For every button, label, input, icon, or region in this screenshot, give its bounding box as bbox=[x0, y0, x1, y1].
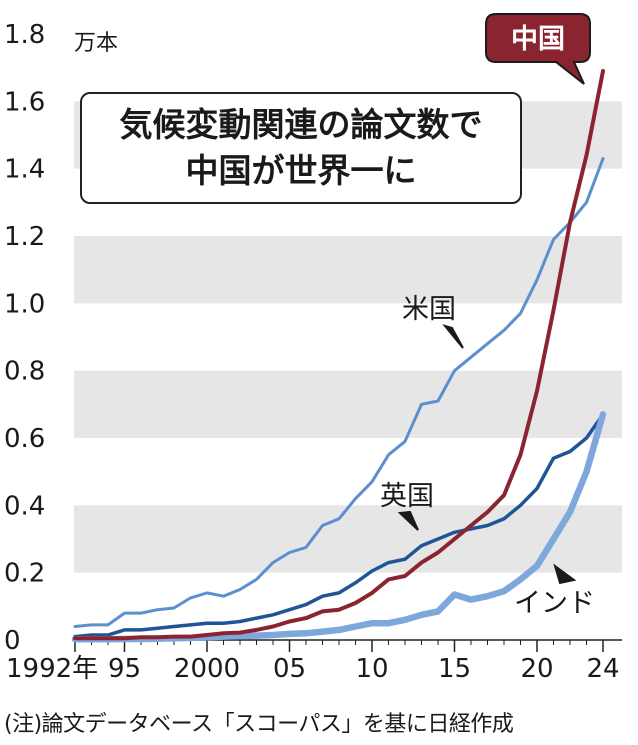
callout-bubble bbox=[485, 13, 591, 85]
y-tick-label: 0 bbox=[4, 626, 21, 656]
chart-title-box: 気候変動関連の論文数で 中国が世界一に bbox=[80, 92, 522, 204]
grid-band bbox=[74, 370, 622, 438]
x-tick-label: 1992年 bbox=[6, 654, 98, 684]
label-pointer-uk bbox=[397, 510, 419, 531]
y-tick-label: 1.4 bbox=[4, 155, 45, 185]
series-line-英国 bbox=[73, 412, 605, 639]
series-label-india: インド bbox=[514, 588, 595, 619]
series-line-中国 bbox=[73, 69, 605, 641]
x-tick-label: 2000 bbox=[174, 654, 240, 684]
x-axis: 1992年 95 2000 05 10 15 20 24 bbox=[6, 639, 622, 684]
y-axis-unit: 万本 bbox=[74, 31, 118, 56]
y-tick-label: 1.0 bbox=[4, 289, 45, 319]
x-tick-label: 05 bbox=[273, 654, 306, 684]
y-axis-ticks: 0 0.2 0.4 0.6 0.8 1.0 1.2 1.4 1.6 1.8 bbox=[4, 20, 45, 656]
series-label-uk: 英国 bbox=[380, 481, 434, 512]
x-tick-label: 10 bbox=[355, 654, 388, 684]
series-label-us: 米国 bbox=[402, 294, 456, 325]
y-tick-label: 1.2 bbox=[4, 222, 45, 252]
series-line-米国 bbox=[73, 157, 605, 628]
x-tick-label: 95 bbox=[108, 654, 141, 684]
y-tick-label: 0.2 bbox=[4, 559, 45, 589]
y-tick-label: 1.8 bbox=[4, 20, 45, 50]
label-pointer-us bbox=[442, 324, 464, 349]
y-tick-label: 1.6 bbox=[4, 87, 45, 117]
x-tick-label: 24 bbox=[586, 654, 619, 684]
x-tick-label: 15 bbox=[438, 654, 471, 684]
y-tick-label: 0.8 bbox=[4, 357, 45, 387]
series-label-china-callout: 中国 bbox=[485, 13, 591, 85]
grid-band bbox=[74, 505, 622, 573]
series-label-china: 中国 bbox=[511, 24, 565, 55]
y-tick-label: 0.6 bbox=[4, 424, 45, 454]
series-lines bbox=[71, 69, 607, 643]
y-tick-label: 0.4 bbox=[4, 491, 45, 521]
chart-title-line-2: 中国が世界一に bbox=[185, 151, 417, 190]
x-tick-label: 20 bbox=[520, 654, 553, 684]
source-note: (注)論文データベース「スコーパス」を基に日経作成 bbox=[4, 712, 514, 737]
chart-title-line-1: 気候変動関連の論文数で bbox=[119, 105, 483, 144]
label-pointer-india bbox=[553, 563, 577, 585]
